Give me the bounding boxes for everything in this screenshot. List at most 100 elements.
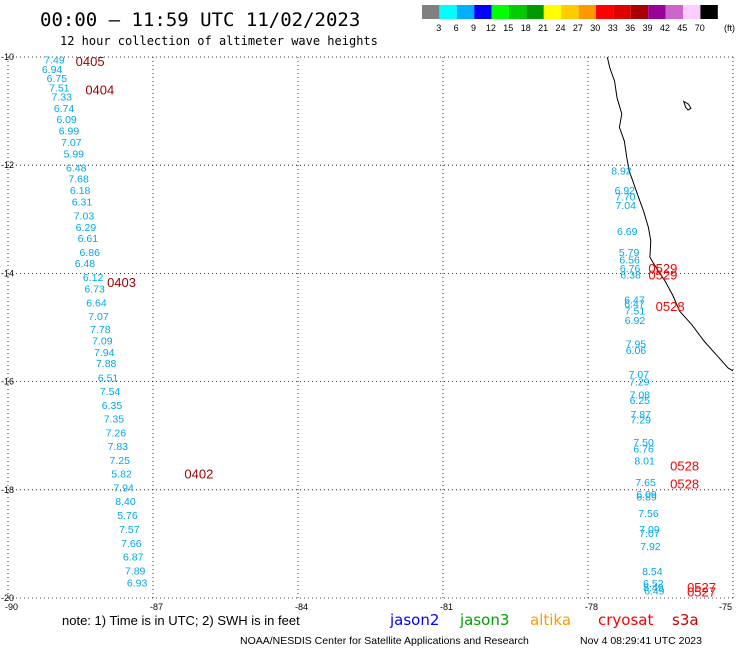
wave-height-value: 6.48	[66, 162, 87, 174]
lon-tick-label: -90	[5, 602, 18, 612]
pass-time-label: 0528	[670, 476, 699, 491]
lon-tick-label: -75	[719, 602, 732, 612]
east-track: 8.926.927.707.046.695.796.566.766.386.47…	[611, 166, 664, 598]
wave-height-value: 7.07	[88, 311, 109, 323]
legend-swatch	[509, 5, 527, 19]
pass-time-label: 0405	[76, 54, 105, 69]
color-legend: 3 6 9 12 15 18 21 24 27 30 33 36 39 42 45 70	[422, 5, 718, 33]
wave-height-value: 5.79	[619, 247, 640, 259]
legend-swatch	[613, 5, 631, 19]
lon-tick-label: -87	[150, 602, 163, 612]
lat-tick-label: -10	[1, 52, 14, 62]
legend-bin-label: 42	[660, 23, 670, 33]
footer-timestamp: Nov 4 08:29:41 UTC 2023	[580, 635, 702, 647]
wave-height-value: 7.51	[49, 82, 70, 94]
page-title: 00:00 — 11:59 UTC 11/02/2023	[40, 9, 360, 31]
footer-credit: NOAA/NESDIS Center for Satellite Applica…	[240, 635, 529, 647]
wave-height-value: 7.29	[631, 414, 652, 426]
wave-height-value: 6.56	[619, 254, 640, 266]
wave-height-value: 6.12	[83, 272, 104, 284]
wave-height-value: 7.89	[125, 565, 146, 577]
wave-height-value: 5.82	[111, 469, 132, 481]
wave-height-value: 7.92	[640, 541, 661, 553]
wave-height-value: 7.09	[639, 524, 660, 536]
wave-height-value: 6.73	[84, 284, 105, 296]
wave-height-value: 7.83	[108, 441, 129, 453]
legend-swatch	[491, 5, 509, 19]
wave-height-value: 7.07	[629, 369, 650, 381]
legend-cryosat: cryosat	[598, 611, 653, 629]
footer-note: note: 1) Time is in UTC; 2) SWH is in fe…	[62, 613, 300, 628]
wave-height-value: 5.76	[117, 510, 138, 522]
wave-height-value: 8.54	[642, 566, 663, 578]
wave-height-value: 7.04	[616, 200, 637, 212]
legend-bin-label: 24	[555, 23, 565, 33]
wave-height-value: 6.31	[72, 196, 93, 208]
wave-height-value: 6.92	[615, 185, 636, 197]
wave-height-value: 6.09	[636, 489, 657, 501]
pass-time-label: 0529	[648, 261, 677, 276]
wave-height-value: 7.94	[113, 483, 134, 495]
legend-bin-label: 27	[573, 23, 583, 33]
wave-height-value: 6.29	[76, 222, 97, 234]
pass-time-label: 0527	[687, 585, 716, 600]
wave-height-value: 6.18	[70, 185, 91, 197]
wave-height-value: 6.49	[644, 585, 665, 597]
wave-height-value: 7.09	[92, 335, 113, 347]
wave-height-value: 6.25	[630, 395, 651, 407]
legend-unit: (ft)	[724, 23, 735, 33]
legend-bin-label: 39	[642, 23, 652, 33]
map-background	[8, 57, 733, 598]
wave-height-value: 8.49	[643, 582, 664, 594]
wave-height-value: 6.35	[102, 400, 123, 412]
pass-time-label: 0403	[107, 275, 136, 290]
legend-swatch	[526, 5, 544, 19]
wave-height-value: 7.54	[100, 386, 121, 398]
pass-time-label: 0527	[687, 580, 716, 595]
legend-bin-label: 12	[486, 23, 496, 33]
legend-bin-label: 21	[538, 23, 548, 33]
wave-height-value: 5.99	[64, 148, 85, 160]
lon-tick-label: -78	[585, 602, 598, 612]
wave-height-value: 7.35	[104, 413, 125, 425]
legend-bin-label: 9	[471, 23, 476, 33]
wave-height-value: 8.92	[611, 166, 632, 178]
wave-height-value: 7.26	[106, 427, 127, 439]
lon-tick-label: -84	[295, 602, 308, 612]
wave-height-value: 7.87	[631, 409, 652, 421]
legend-altika: altika	[530, 611, 571, 629]
legend-bin-label: 45	[677, 23, 687, 33]
longitude-ticks: -90 -87 -84 -81 -78 -75	[5, 602, 732, 612]
wave-height-value: 6.86	[80, 247, 101, 259]
pass-time-label: 0402	[184, 467, 213, 482]
legend-bin-label: 36	[625, 23, 635, 33]
wave-height-value: 6.51	[98, 372, 119, 384]
wave-height-value: 6.09	[56, 114, 77, 126]
map-gridlines	[7, 56, 734, 599]
legend-swatch	[422, 5, 440, 19]
coastline	[606, 56, 734, 372]
wave-height-value: 6.69	[617, 226, 638, 238]
wave-height-value: 8.01	[634, 456, 655, 468]
wave-height-value: 6.61	[78, 233, 99, 245]
wave-height-value: 6.06	[626, 345, 647, 357]
lat-tick-label: -20	[1, 593, 14, 603]
wave-height-value: 6.92	[625, 315, 646, 327]
wave-height-value: 7.49	[44, 55, 65, 67]
wave-height-value: 7.50	[633, 437, 654, 449]
wave-height-value: 7.33	[52, 91, 73, 103]
wave-height-value: 7.57	[119, 524, 140, 536]
legend-swatch	[630, 5, 649, 19]
wave-height-value: 7.95	[626, 339, 647, 351]
legend-swatch	[578, 5, 596, 19]
wave-height-value: 6.93	[127, 577, 148, 589]
wave-height-value: 7.65	[635, 477, 656, 489]
wave-height-value: 6.75	[47, 73, 68, 85]
legend-swatch	[596, 5, 614, 19]
wave-height-value: 7.29	[629, 377, 650, 389]
legend-swatch	[683, 5, 701, 19]
pass-time-label: 0528	[656, 299, 685, 314]
island-outline	[682, 100, 692, 111]
pass-time-label: 0404	[85, 82, 114, 97]
